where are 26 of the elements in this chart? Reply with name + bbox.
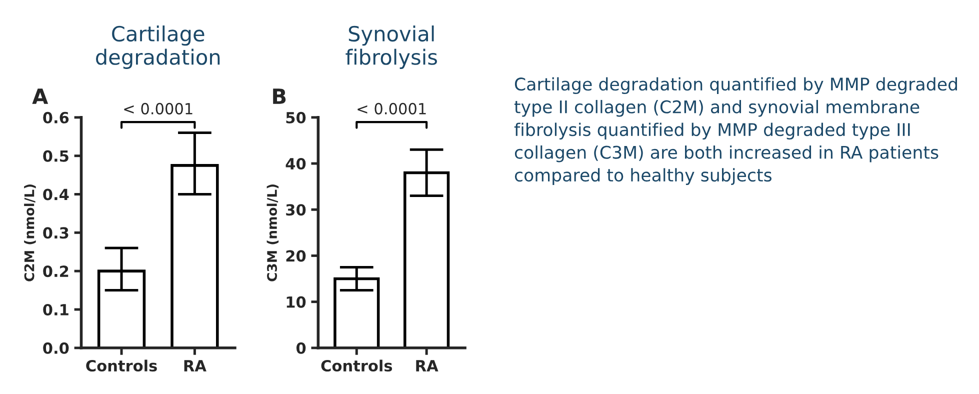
chart-title: Cartilage degradation <box>96 25 220 69</box>
y-axis-title: C2M (nmol/L) <box>24 184 36 282</box>
y-tick-label: 0.2 <box>43 266 68 278</box>
y-tick-label: 0.1 <box>43 304 68 316</box>
y-tick-label: 0.0 <box>43 342 69 354</box>
y-tick-label: 20 <box>286 250 306 262</box>
y-axis-title: C3M (nmol/L) <box>266 184 279 282</box>
text: < 0.0001 <box>124 102 192 114</box>
y-tick-label: 40 <box>286 158 306 170</box>
text: Cartilage degradation quantified by MMP degraded type II collagen (C2M) and synovial membrane fibrolysis quantified by MMP degraded type III collagen (C3M) are both increased in RA patients compared to healthy subjects <box>514 77 957 185</box>
y-tick-label: 0 <box>296 342 306 354</box>
text: A <box>32 88 48 104</box>
y-tick-label: 50 <box>286 112 306 124</box>
chart-title: Synovial fibrolysis <box>346 25 437 69</box>
text: B <box>273 88 286 104</box>
x-tick-label: Controls <box>321 360 392 372</box>
y-tick-label: 0.4 <box>43 188 69 200</box>
y-tick-label: 10 <box>286 296 306 308</box>
x-tick-label: RA <box>416 360 438 372</box>
x-tick-label: Controls <box>86 360 157 372</box>
y-tick-label: 0.3 <box>43 227 68 239</box>
y-tick-label: 0.6 <box>43 112 69 124</box>
y-tick-label: 0.5 <box>43 150 68 162</box>
y-tick-label: 30 <box>286 204 306 216</box>
text: < 0.0001 <box>358 102 426 114</box>
x-tick-label: RA <box>184 360 206 372</box>
